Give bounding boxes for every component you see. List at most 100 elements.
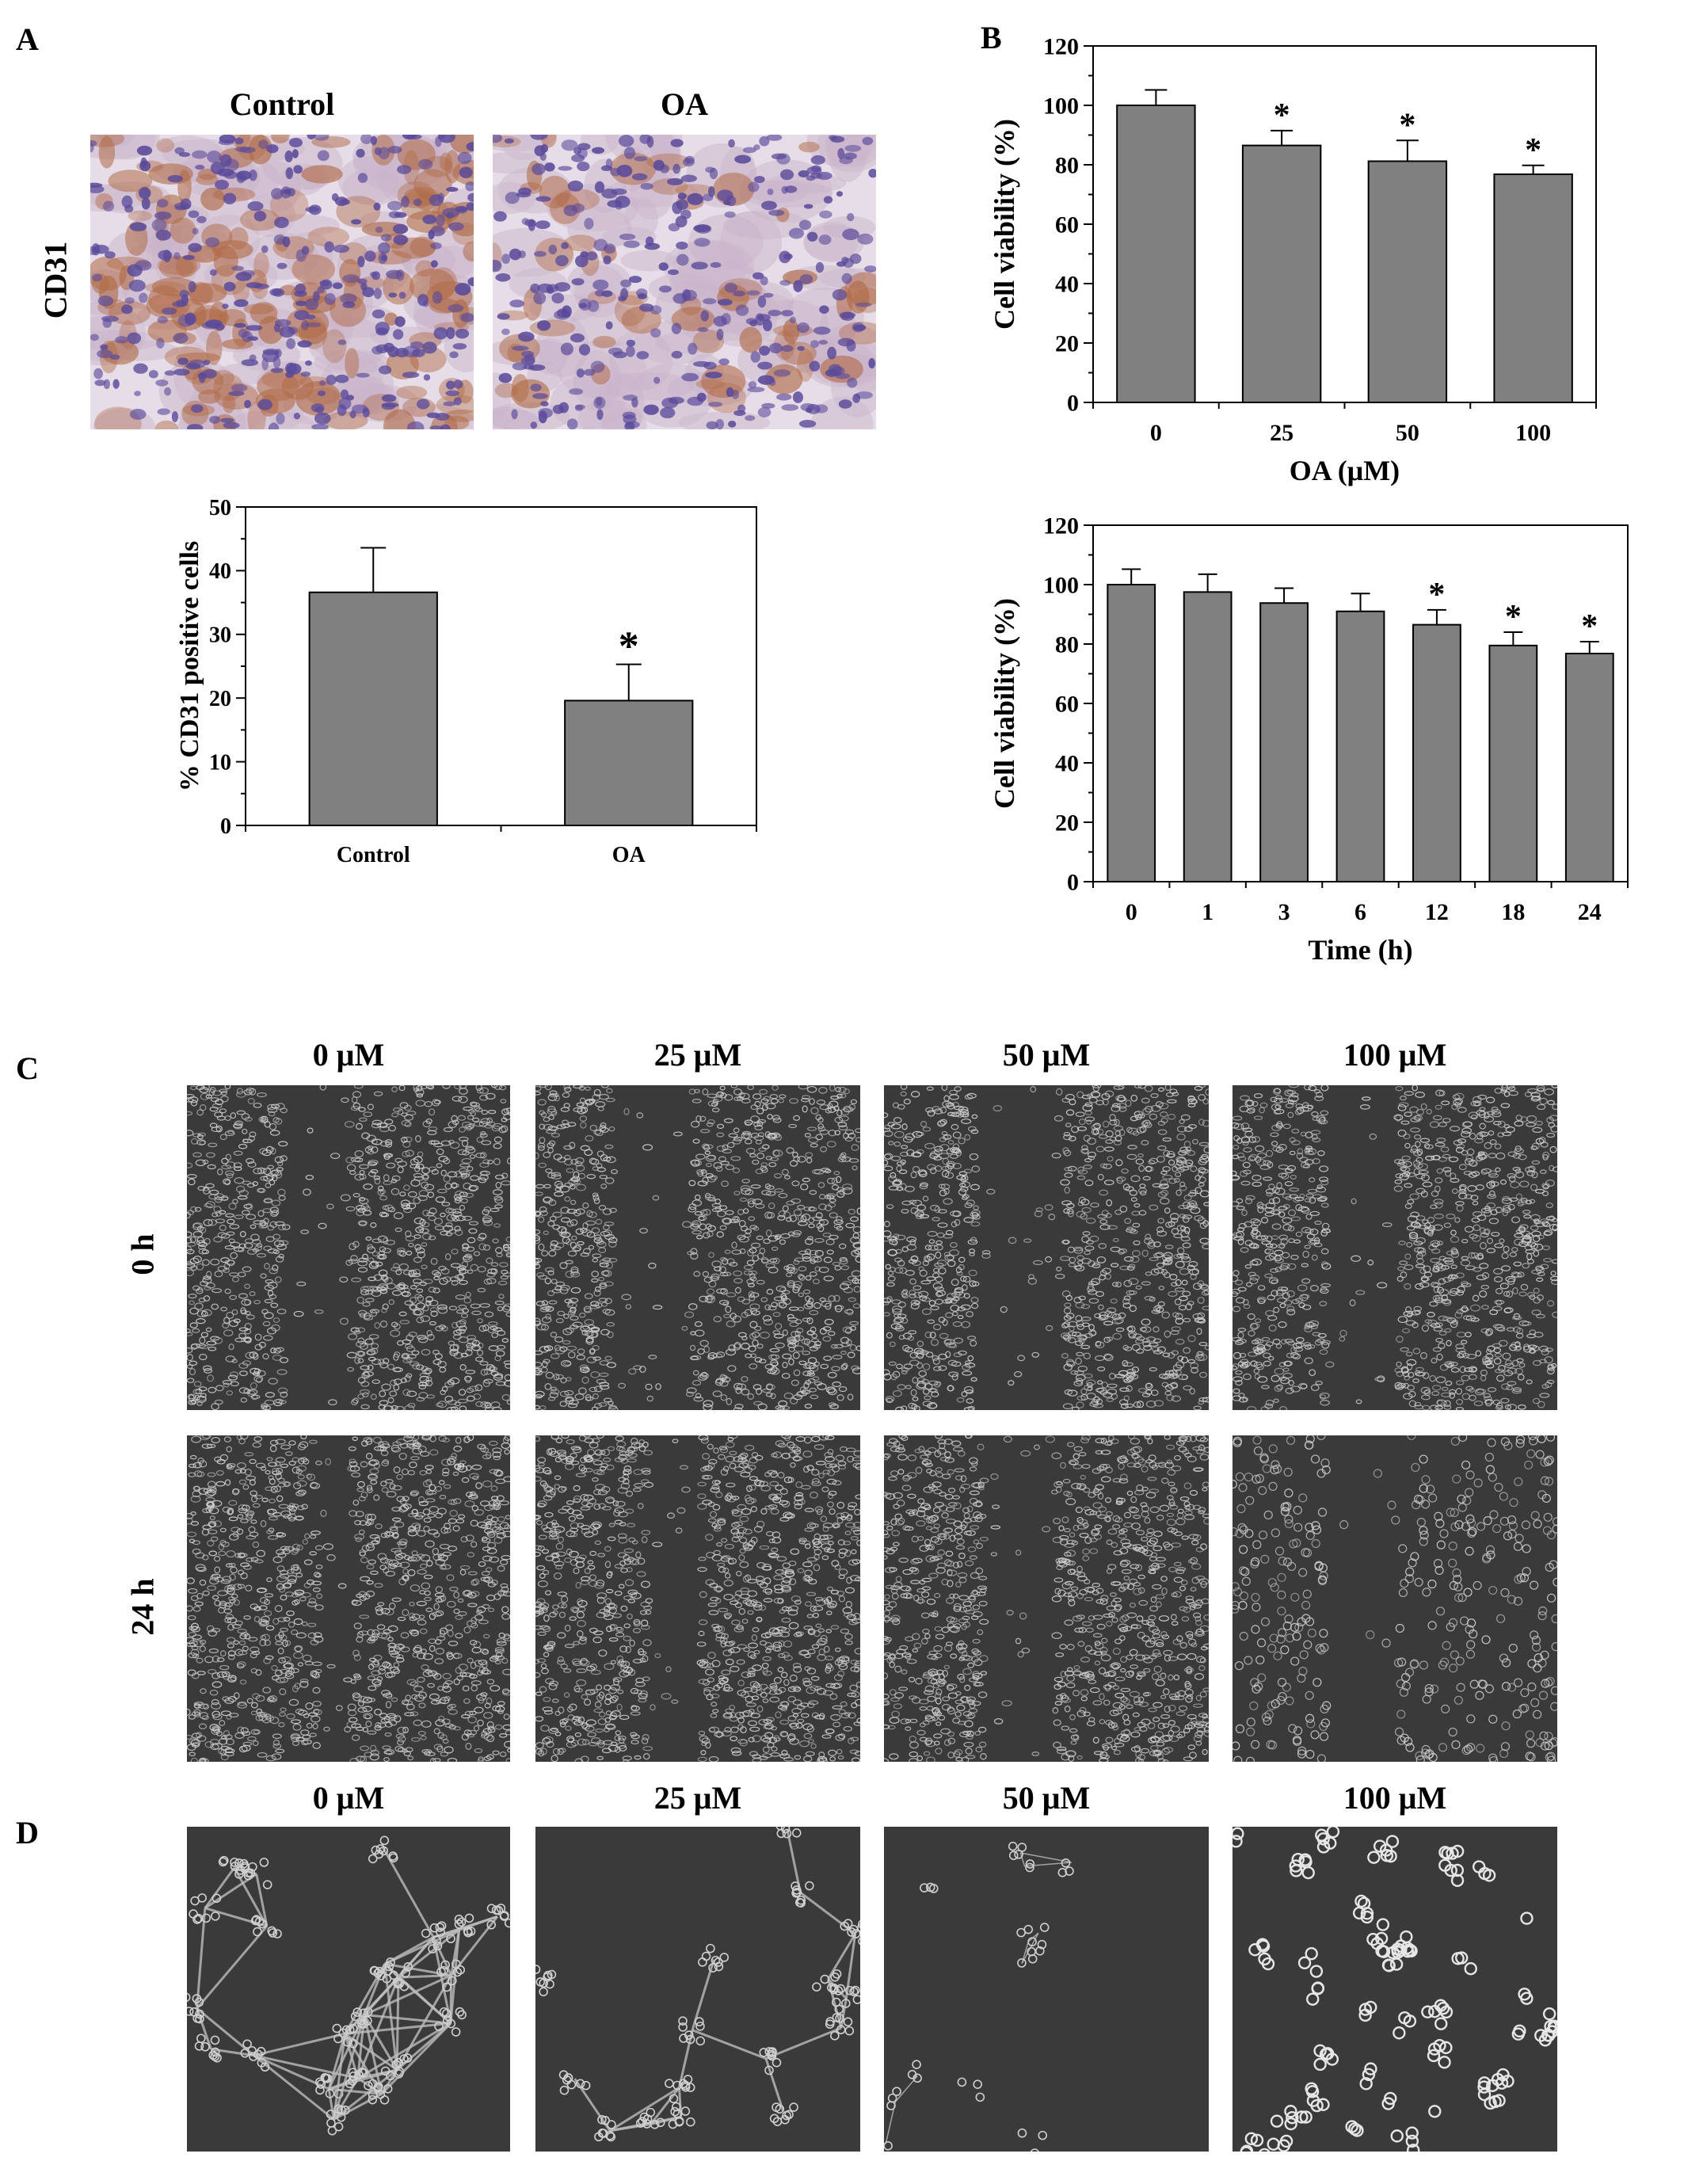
migrating-cell: [497, 1306, 504, 1312]
migrating-cell: [187, 1248, 195, 1255]
migrating-cell: [940, 1183, 951, 1190]
cell-nucleus: [841, 257, 849, 264]
migrating-cell: [245, 1351, 255, 1359]
migrating-cell: [467, 1335, 477, 1340]
migrating-cell: [1142, 1340, 1151, 1347]
migrating-cell: [1289, 1187, 1300, 1192]
cell-nucleus: [223, 192, 237, 204]
migrating-cell: [400, 1199, 410, 1207]
cell-nucleus: [868, 358, 876, 369]
migrating-cell: [1480, 1169, 1488, 1175]
migrating-cell: [1552, 1311, 1557, 1318]
tissue-region: [822, 215, 876, 239]
cell-nucleus: [101, 315, 119, 322]
migrating-cell: [952, 1131, 962, 1139]
migrating-cell: [963, 1168, 972, 1174]
migrating-cell: [1175, 1317, 1184, 1325]
migrating-cell: [543, 1116, 551, 1122]
migrating-cell: [1124, 1218, 1131, 1225]
migrating-cell: [1088, 1298, 1099, 1304]
migrating-cell: [822, 1232, 832, 1237]
migrating-cell: [735, 1387, 742, 1394]
cell-nucleus: [445, 187, 459, 192]
migrating-cell: [357, 1267, 368, 1273]
migrating-cell: [598, 1276, 605, 1282]
migrating-cell: [438, 1265, 447, 1271]
migrating-cell: [884, 1124, 890, 1130]
migrating-cell: [264, 1284, 275, 1291]
migrating-cell: [262, 1353, 269, 1360]
cell-nucleus: [538, 408, 553, 418]
migrating-cell: [688, 1206, 697, 1213]
migrating-cell: [853, 1286, 860, 1293]
cell-nucleus: [173, 368, 190, 376]
migrating-cell: [253, 1102, 262, 1108]
migrating-cell: [383, 1405, 394, 1410]
migrating-cell: [263, 1168, 272, 1176]
migrating-cell: [1203, 1202, 1209, 1206]
migrating-cell: [596, 1241, 607, 1248]
migrating-cell: [1480, 1207, 1492, 1214]
migrating-cell: [1173, 1233, 1183, 1239]
migrating-cell: [1198, 1158, 1207, 1165]
migrating-cell: [493, 1327, 503, 1332]
migrating-cell: [798, 1360, 807, 1366]
migrating-cell: [1286, 1352, 1294, 1359]
migrating-cell: [839, 1153, 845, 1161]
migrating-cell: [586, 1231, 596, 1238]
migrating-cell: [727, 1142, 735, 1149]
cell-nucleus: [806, 175, 816, 181]
migrating-cell: [471, 1117, 480, 1122]
migrating-cell: [912, 1397, 919, 1401]
migrating-cell: [547, 1108, 558, 1115]
migrating-cell: [538, 1216, 545, 1223]
migrating-cell: [703, 1276, 713, 1283]
migrating-cell: [909, 1293, 916, 1298]
migrating-cell: [536, 1323, 547, 1331]
migrating-cell: [768, 1354, 778, 1361]
migrating-cell: [1084, 1373, 1093, 1379]
migrating-cell: [359, 1313, 366, 1318]
migrating-cell: [1404, 1253, 1412, 1260]
migrating-cell: [1304, 1085, 1312, 1091]
migrating-cell: [1252, 1136, 1261, 1143]
migrating-cell: [573, 1085, 584, 1089]
migrating-cell: [415, 1088, 425, 1096]
migrating-cell: [884, 1221, 890, 1228]
migrating-cell: [949, 1153, 958, 1159]
migrating-cell: [505, 1107, 510, 1114]
migrating-cell: [429, 1207, 437, 1214]
cell-nucleus: [356, 148, 365, 158]
migrating-cell: [1282, 1224, 1292, 1231]
migrating-cell: [1514, 1120, 1524, 1127]
migrating-cell: [1076, 1255, 1084, 1261]
migrating-cell: [410, 1158, 419, 1165]
significance-star-50: *: [1399, 107, 1415, 143]
migrating-cell: [758, 1147, 767, 1152]
migrating-cell: [1080, 1213, 1088, 1220]
migrating-cell: [233, 1123, 242, 1129]
migrating-cell: [229, 1224, 240, 1229]
y-tick-label: 60: [1055, 212, 1079, 238]
cell-nucleus: [650, 328, 661, 338]
migrating-cell: [757, 1252, 764, 1260]
cell-nucleus: [373, 288, 382, 299]
migrating-cell: [305, 1175, 314, 1180]
migrating-cell: [955, 1266, 962, 1274]
migrating-cell: [967, 1239, 978, 1245]
migrating-cell: [818, 1203, 827, 1210]
migrating-cell: [468, 1385, 479, 1392]
migrating-cell: [234, 1247, 244, 1252]
cell-nucleus: [717, 299, 733, 306]
migrating-cell: [618, 1382, 626, 1389]
migrating-cell: [204, 1203, 213, 1208]
cd31-stain: [564, 234, 597, 252]
migrating-cell: [431, 1168, 439, 1175]
migrating-cell: [476, 1088, 484, 1094]
migrating-cell: [1104, 1090, 1114, 1098]
migrating-cell: [829, 1234, 839, 1240]
migrating-cell: [1435, 1264, 1446, 1271]
migrating-cell: [371, 1343, 379, 1350]
migrating-cell: [577, 1348, 585, 1355]
migrating-cell: [806, 1372, 815, 1377]
